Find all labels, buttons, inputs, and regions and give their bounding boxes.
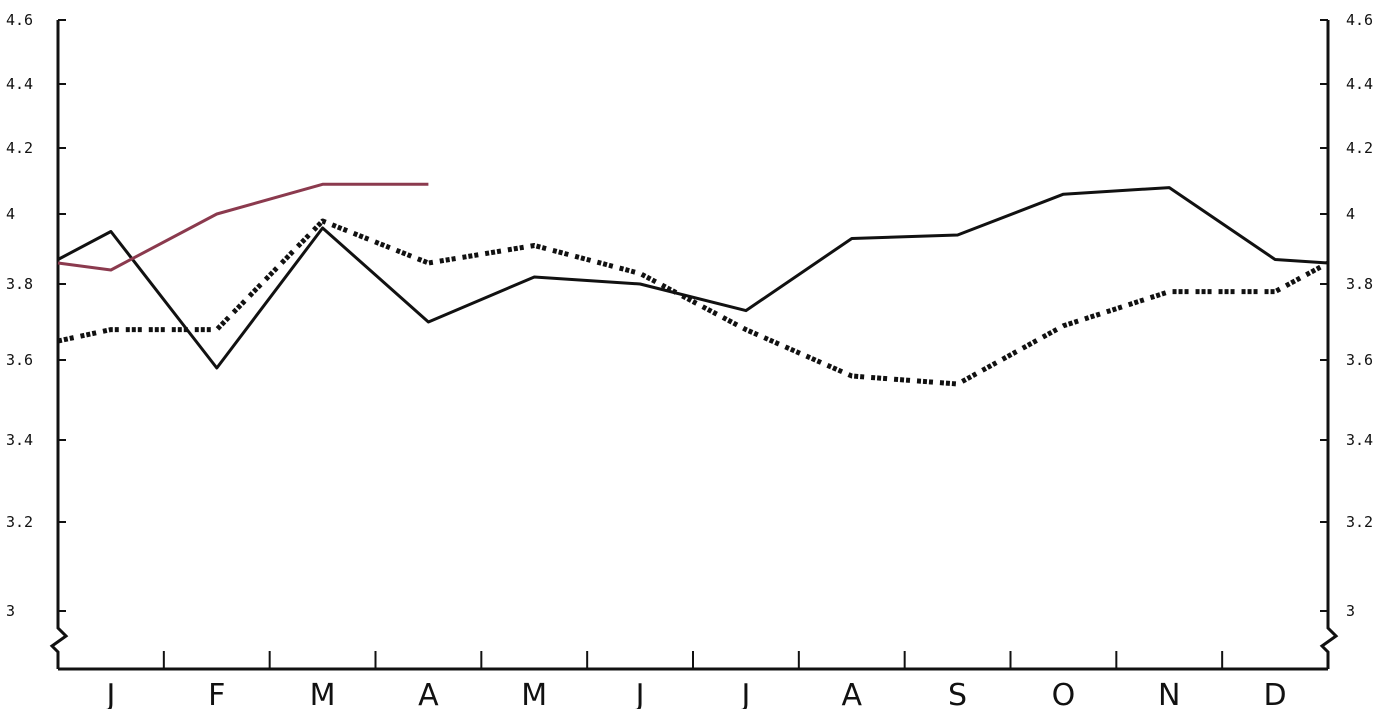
- month-label: D: [1264, 678, 1287, 709]
- month-label: F: [208, 678, 225, 709]
- series-line-3: [57, 182, 429, 272]
- y-ticks: 3 3 3.2 3.2 3.4 3.4 3.6 3.6 3.8 3.8 4 4 4.2 4.2 4.4 4.4…: [6, 11, 1373, 620]
- month-label: J: [634, 678, 645, 709]
- month-label: A: [418, 678, 439, 709]
- left-y-tick-label: 4.4: [6, 75, 33, 93]
- right-y-tick-label: 3.6: [1346, 351, 1373, 369]
- right-y-tick-label: 3: [1346, 602, 1355, 620]
- month-label: O: [1052, 678, 1076, 709]
- series-lines: [57, 182, 1330, 387]
- month-label: M: [521, 678, 547, 709]
- left-y-tick-label: 4.6: [6, 11, 33, 29]
- month-label: A: [841, 678, 862, 709]
- series-line-1: [57, 186, 1329, 370]
- right-y-tick-label: 3.2: [1346, 513, 1373, 531]
- month-label: N: [1158, 678, 1180, 709]
- right-y-tick-label: 4: [1346, 205, 1355, 223]
- right-y-tick-label: 4.2: [1346, 139, 1373, 157]
- month-label: J: [739, 678, 750, 709]
- month-label: M: [310, 678, 336, 709]
- left-y-tick-label: 3.6: [6, 351, 33, 369]
- series-line-2: [57, 218, 1330, 387]
- left-y-tick-label: 3: [6, 602, 15, 620]
- right-y-tick-label: 3.4: [1346, 431, 1373, 449]
- right-y-tick-label: 3.8: [1346, 275, 1373, 293]
- month-label: J: [104, 678, 115, 709]
- left-y-tick-label: 4.2: [6, 139, 33, 157]
- right-y-axis: [1319, 20, 1339, 669]
- left-y-tick-label: 4: [6, 205, 15, 223]
- left-y-tick-label: 3.8: [6, 275, 33, 293]
- axes: [49, 20, 1339, 671]
- right-y-tick-label: 4.4: [1346, 75, 1373, 93]
- left-y-tick-label: 3.2: [6, 513, 33, 531]
- month-label: S: [948, 678, 967, 709]
- left-y-tick-label: 3.4: [6, 431, 33, 449]
- right-y-tick-label: 4.6: [1346, 11, 1373, 29]
- left-y-axis: [49, 20, 69, 669]
